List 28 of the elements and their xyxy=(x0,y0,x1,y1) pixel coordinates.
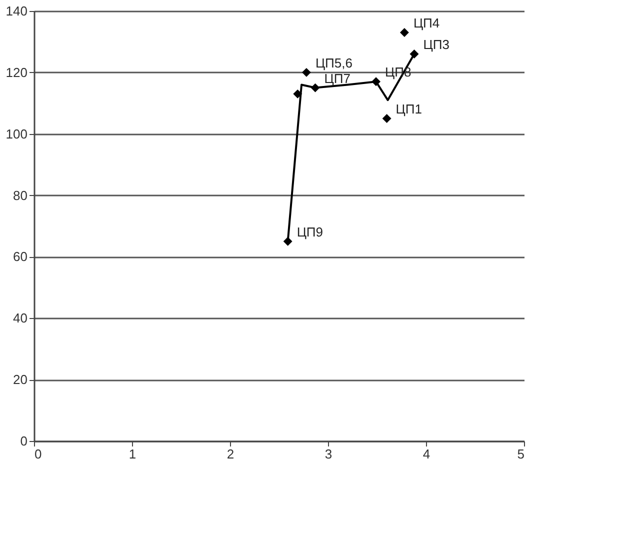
point xyxy=(293,89,302,98)
x-tick-label: 0 xyxy=(34,446,42,462)
data-label: ЦП7 xyxy=(324,70,350,86)
x-tick-label: 3 xyxy=(324,446,332,462)
y-tick-label: 100 xyxy=(6,126,28,142)
data-label: ЦП9 xyxy=(296,224,324,240)
point xyxy=(372,77,380,86)
data-label: ЦП3 xyxy=(423,37,450,52)
y-tick-label: 80 xyxy=(13,188,28,203)
data-label: ЦП4 xyxy=(413,16,440,30)
point xyxy=(310,83,320,92)
point xyxy=(410,50,419,58)
data-label: ЦП1 xyxy=(396,102,422,116)
x-tick-label: 1 xyxy=(128,446,136,462)
y-tick-label: 0 xyxy=(20,434,28,448)
x-tick-label: 4 xyxy=(422,446,430,462)
y-tick-label: 140 xyxy=(6,4,28,18)
point xyxy=(382,114,392,123)
y-tick-label: 60 xyxy=(13,249,28,264)
point xyxy=(283,236,292,246)
y-tick-label: 40 xyxy=(13,310,28,326)
point xyxy=(302,68,311,77)
x-tick-label: 2 xyxy=(226,446,234,462)
data-label: ЦП5,6 xyxy=(315,55,352,70)
y-tick-label: 20 xyxy=(13,372,28,388)
x-tick-label: 5 xyxy=(517,446,524,462)
point xyxy=(400,28,409,37)
y-tick-label: 120 xyxy=(6,64,28,80)
